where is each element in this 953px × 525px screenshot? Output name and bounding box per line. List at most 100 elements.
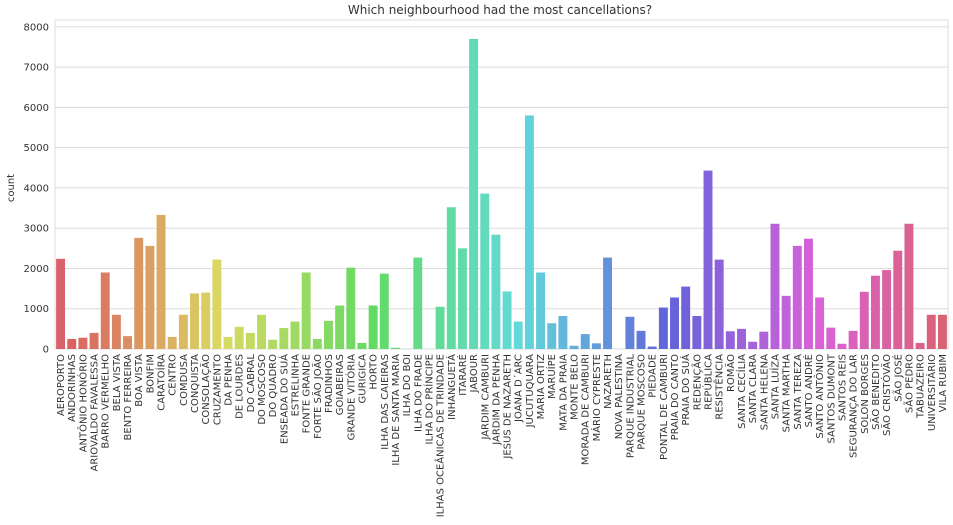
x-tick-label: CRUZAMENTO	[212, 354, 223, 425]
x-tick-label: RESISTÊNCIA	[713, 354, 726, 420]
y-tick-label: 6000	[24, 103, 49, 114]
y-tick-label: 5000	[24, 143, 49, 154]
x-tick-label: SANTO ANDRÉ	[802, 354, 815, 427]
bar	[446, 207, 456, 349]
bar	[815, 297, 825, 349]
y-tick-label: 0	[43, 345, 49, 356]
y-tick-label: 7000	[24, 63, 49, 74]
bar	[435, 306, 445, 349]
bar	[513, 321, 523, 349]
x-tick-label: PRAIA DO CANTO	[670, 354, 681, 441]
x-tick-label: ILHAS OCEÂNICAS DE TRINDADE	[434, 354, 447, 517]
x-tick-label: SÃO PEDRO	[902, 354, 915, 413]
x-tick-label: JESUS DE NAZARETH	[503, 354, 514, 460]
x-tick-label: SANTA CLARA	[748, 354, 759, 423]
bar	[870, 275, 880, 349]
x-tick-label: ARIOVALDO FAVALESSA	[90, 354, 101, 472]
bar	[859, 291, 869, 349]
x-tick-label: BENTO FERREIRA	[123, 354, 134, 441]
x-tick-label: ROMÃO	[724, 354, 737, 392]
x-tick-label: SANTA HELENA	[759, 354, 770, 430]
x-tick-label: SEGURANÇA DO LAR	[849, 354, 860, 458]
bar	[324, 320, 333, 349]
bar	[714, 259, 724, 349]
bar	[67, 338, 77, 349]
x-tick-label: DE LOURDES	[235, 354, 246, 419]
x-tick-label: VILA RUBIM	[938, 354, 949, 412]
y-tick-label: 4000	[24, 183, 49, 194]
bar	[759, 331, 769, 349]
x-tick-label: SÃO JOSÉ	[891, 354, 904, 402]
bar	[770, 223, 780, 349]
bar	[268, 339, 278, 349]
x-tick-label: SANTA TEREZA	[793, 354, 804, 430]
x-tick-label: FORTE SÃO JOÃO	[311, 354, 324, 439]
bar	[536, 272, 546, 349]
x-tick-label: DO QUADRO	[268, 354, 279, 417]
y-tick-label: 1000	[24, 304, 49, 315]
bar	[245, 332, 255, 349]
x-tick-label: ANDORINHAS	[67, 354, 78, 422]
x-tick-label: PRAIA DO SUÁ	[679, 354, 692, 426]
x-tick-label: SANTO ANTÔNIO	[813, 354, 826, 439]
x-tick-label: SÃO BENEDITO	[869, 354, 882, 430]
bar	[279, 328, 289, 349]
bar	[469, 38, 479, 349]
bar	[580, 334, 590, 349]
x-tick-label: BONFIM	[145, 354, 156, 393]
x-tick-label: PARQUE MOSCOSO	[637, 354, 648, 450]
x-tick-label: UNIVERSITÁRIO	[925, 354, 938, 431]
x-tick-label: TABUAZEIRO	[916, 354, 927, 419]
x-tick-label: JARDIM CAMBURI	[480, 354, 491, 441]
bar	[457, 248, 467, 349]
bar	[915, 342, 925, 349]
x-tick-label: PARQUE INDUSTRIAL	[625, 354, 636, 459]
bar	[480, 193, 490, 349]
bar	[591, 343, 601, 349]
y-tick-label: 2000	[24, 264, 49, 275]
bar	[792, 245, 802, 349]
y-axis-label: count	[6, 174, 17, 202]
bar	[848, 330, 858, 349]
bar	[670, 297, 679, 349]
bar	[100, 272, 110, 349]
x-tick-label: ESTRELINHA	[290, 354, 301, 417]
bar	[223, 336, 233, 349]
bar	[781, 295, 791, 349]
bar	[603, 257, 613, 349]
bar	[937, 314, 947, 349]
x-tick-label: BELA VISTA	[112, 354, 123, 411]
bar	[201, 292, 211, 349]
bar	[647, 346, 657, 349]
bar	[491, 234, 501, 349]
x-tick-label: ANTÔNIO HONÓRIO	[76, 354, 89, 452]
x-tick-label: ILHA DE SANTA MARIA	[391, 354, 402, 466]
x-tick-label: SANTOS REIS	[837, 354, 848, 421]
bar	[804, 238, 813, 349]
x-tick-label: GOIABEIRAS	[335, 354, 346, 415]
x-tick-label: BOA VISTA	[134, 354, 145, 407]
bar	[625, 316, 635, 349]
bar	[178, 314, 188, 349]
x-tick-label: DO CABRAL	[246, 354, 257, 413]
x-tick-label: ILHA DO PRÍNCIPE	[422, 354, 435, 445]
bar	[558, 315, 568, 349]
x-tick-label: ENSEADA DO SUÁ	[277, 354, 290, 444]
bar	[368, 305, 378, 349]
x-tick-label: NOVA PALESTINA	[614, 354, 625, 439]
x-tick-label: HORTO	[369, 354, 380, 390]
y-tick-label: 8000	[24, 22, 49, 33]
bar	[89, 332, 99, 349]
x-tick-label: REPÚBLICA	[702, 354, 715, 410]
x-tick-label: REDENÇÃO	[690, 354, 703, 410]
bar	[658, 307, 668, 349]
x-tick-label: ITARARÉ	[456, 354, 469, 396]
bar	[748, 341, 758, 349]
x-tick-label: ILHA DO FRADE	[413, 354, 424, 432]
x-tick-label: ILHA DO BOI	[402, 354, 413, 416]
bar	[123, 336, 133, 349]
bar	[502, 291, 512, 349]
x-tick-label: SÃO CRISTÓVÃO	[880, 354, 893, 436]
bar	[167, 336, 177, 349]
x-tick-label: GURIGICA	[357, 354, 368, 404]
